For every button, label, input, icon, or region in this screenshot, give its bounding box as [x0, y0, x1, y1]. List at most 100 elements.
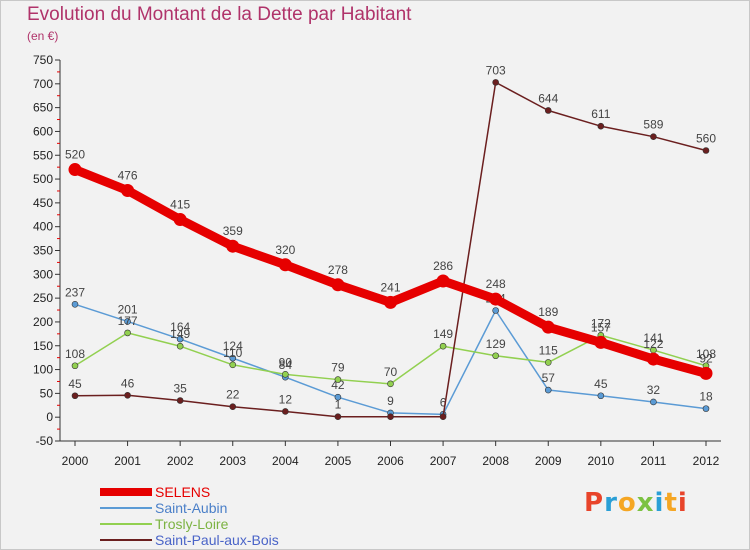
data-label: 9: [387, 394, 394, 408]
data-point: [121, 183, 135, 197]
data-label: 70: [384, 365, 398, 379]
data-label: 520: [65, 148, 85, 162]
data-label: 18: [699, 390, 713, 404]
data-label: 124: [223, 339, 243, 353]
proxiti-logo: Proxiti: [584, 488, 688, 518]
x-tick-label: 2002: [167, 454, 194, 468]
data-point: [492, 352, 499, 360]
data-point: [124, 329, 131, 337]
data-label: 108: [65, 347, 85, 361]
x-tick-label: 2001: [114, 454, 141, 468]
y-tick-label: 0: [46, 410, 53, 424]
y-tick-label: 200: [33, 315, 53, 329]
series-saint-paul-aux-bois: 45 46 35 22 12 1 703 644 611 589 560: [68, 63, 716, 421]
data-point: [439, 342, 447, 350]
y-tick-label: 100: [33, 363, 53, 377]
data-label: 46: [121, 376, 135, 390]
logo-letter: i: [654, 488, 665, 518]
legend-swatch: [100, 488, 152, 496]
y-tick-label: 300: [33, 267, 53, 281]
data-point: [282, 408, 289, 415]
data-label: 79: [331, 361, 345, 375]
data-point: [489, 292, 503, 306]
data-label: 237: [65, 285, 85, 299]
data-label: 1: [335, 398, 342, 412]
data-point: [229, 403, 237, 411]
logo-letter: i: [677, 488, 688, 518]
data-label: 110: [223, 346, 242, 360]
data-label: 6: [440, 395, 447, 409]
data-label: 611: [591, 107, 610, 121]
data-point: [229, 361, 237, 369]
data-label: 177: [118, 314, 138, 328]
data-point: [176, 335, 184, 343]
data-label: 201: [118, 302, 138, 316]
data-label: 129: [486, 337, 506, 351]
logo-letter: o: [617, 488, 637, 518]
logo-letter: r: [604, 488, 618, 518]
y-tick-label: 500: [33, 172, 53, 186]
data-point: [331, 278, 345, 292]
data-label: 115: [539, 343, 558, 357]
data-label: 589: [643, 118, 663, 132]
data-label: 359: [223, 224, 243, 238]
data-point: [436, 274, 450, 288]
x-tick-label: 2003: [219, 454, 246, 468]
x-tick-label: 2011: [641, 454, 667, 468]
chart-subtitle: (en €): [27, 29, 59, 43]
data-point: [387, 380, 394, 388]
data-point: [702, 405, 710, 412]
data-point: [492, 307, 499, 314]
data-point: [124, 318, 131, 325]
chart-title: Evolution du Montant de la Dette par Hab…: [27, 4, 412, 25]
data-label: 149: [170, 327, 190, 341]
y-tick-label: 350: [33, 244, 53, 258]
legend-swatch: [100, 539, 152, 541]
data-point: [541, 320, 555, 334]
x-tick-label: 2006: [377, 454, 404, 468]
x-tick-label: 2005: [325, 454, 352, 468]
data-point: [699, 366, 713, 380]
data-point: [597, 392, 605, 400]
data-point: [176, 397, 184, 404]
legend-label: Saint-Aubin: [155, 500, 228, 516]
data-point: [646, 352, 660, 366]
data-label: 32: [647, 383, 661, 397]
data-label: 560: [696, 131, 716, 145]
legend-swatch: [100, 507, 152, 509]
logo-letter: x: [636, 488, 655, 518]
data-point: [702, 147, 710, 154]
data-label: 108: [696, 347, 716, 361]
x-tick-label: 2009: [535, 454, 562, 468]
data-label: 57: [542, 371, 556, 385]
legend-label: Saint-Paul-aux-Bois: [155, 532, 279, 548]
data-point: [544, 359, 552, 366]
data-point: [594, 335, 608, 349]
data-label: 644: [538, 91, 558, 105]
y-tick-label: 700: [33, 77, 53, 91]
y-tick-label: 50: [40, 386, 54, 400]
legend-label: SELENS: [155, 484, 211, 500]
data-label: 84: [279, 358, 293, 372]
data-point: [229, 354, 237, 362]
legend-swatch: [100, 523, 152, 525]
y-tick-label: 450: [33, 196, 53, 210]
data-label: 122: [643, 337, 663, 351]
data-point: [124, 391, 131, 399]
logo-letter: P: [584, 488, 605, 518]
y-tick-label: 250: [33, 291, 53, 305]
data-point: [544, 107, 552, 114]
y-tick-label: 400: [33, 220, 53, 234]
data-label: 90: [279, 355, 293, 369]
data-point: [492, 79, 499, 86]
data-point: [439, 413, 447, 421]
data-label: 35: [173, 382, 187, 396]
data-label: 248: [486, 277, 506, 291]
data-label: 172: [591, 316, 611, 330]
x-tick-label: 2007: [430, 454, 457, 468]
data-point: [597, 122, 605, 130]
x-tick-label: 2008: [482, 454, 509, 468]
data-label: 415: [170, 198, 190, 212]
